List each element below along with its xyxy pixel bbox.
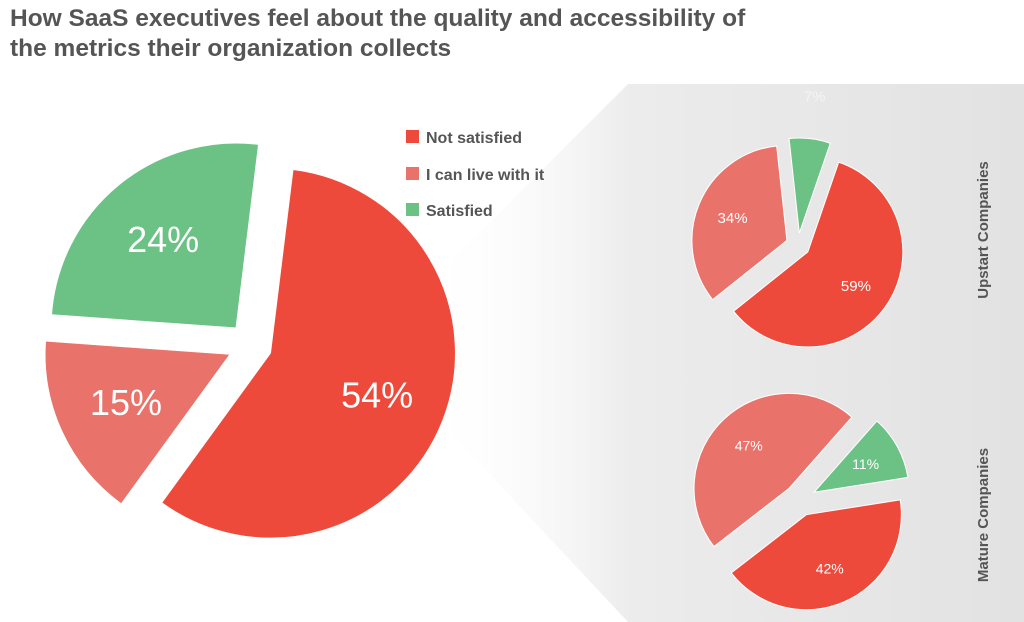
pie-main: 54% 15% 24% <box>44 142 456 539</box>
pie-upstart-slice-satisfied <box>788 137 831 234</box>
legend-label-not-satisfied: Not satisfied <box>426 130 522 147</box>
side-label-mature: Mature Companies <box>975 448 992 582</box>
pie-mature-label-not-satisfied: 42% <box>816 561 844 577</box>
pie-main-slice-not-satisfied <box>160 168 456 539</box>
pie-upstart-label-live-with-it: 34% <box>718 210 748 227</box>
pie-main-label-live-with-it: 15% <box>90 382 162 423</box>
legend-label-live-with-it: I can live with it <box>426 167 545 184</box>
legend-swatch-satisfied <box>406 203 419 216</box>
chart-title: How SaaS executives feel about the quali… <box>10 4 910 64</box>
pie-mature-slice-not-satisfied <box>730 499 902 611</box>
zoom-panel <box>420 84 1024 622</box>
chart-title-line-1: How SaaS executives feel about the quali… <box>10 5 746 32</box>
pie-main-slice-live-with-it <box>44 340 231 505</box>
legend-label-satisfied: Satisfied <box>426 203 493 220</box>
legend-swatch-not-satisfied <box>406 130 419 143</box>
pie-mature-label-live-with-it: 47% <box>735 437 763 453</box>
pie-main-label-satisfied: 24% <box>127 219 199 260</box>
pie-mature-label-satisfied: 11% <box>852 456 879 472</box>
pie-main-label-not-satisfied: 54% <box>341 375 413 416</box>
legend: Not satisfied I can live with it Satisfi… <box>406 130 545 220</box>
pie-upstart-label-not-satisfied: 59% <box>841 278 871 295</box>
pie-upstart-slice-not-satisfied <box>732 161 904 348</box>
pie-upstart-slice-live-with-it <box>691 145 788 301</box>
chart-title-line-2: the metrics their organization collects <box>10 35 452 62</box>
side-label-upstart: Upstart Companies <box>975 161 992 299</box>
pie-upstart-label-satisfied: 7% <box>804 88 826 105</box>
pie-mature: 42% 47% 11% <box>693 392 909 611</box>
pie-mature-slice-satisfied <box>812 420 909 494</box>
pie-mature-slice-live-with-it <box>693 392 853 548</box>
pie-main-slice-satisfied <box>50 142 260 329</box>
pie-upstart: 59% 34% 7% <box>691 88 904 348</box>
legend-swatch-live-with-it <box>406 167 419 180</box>
